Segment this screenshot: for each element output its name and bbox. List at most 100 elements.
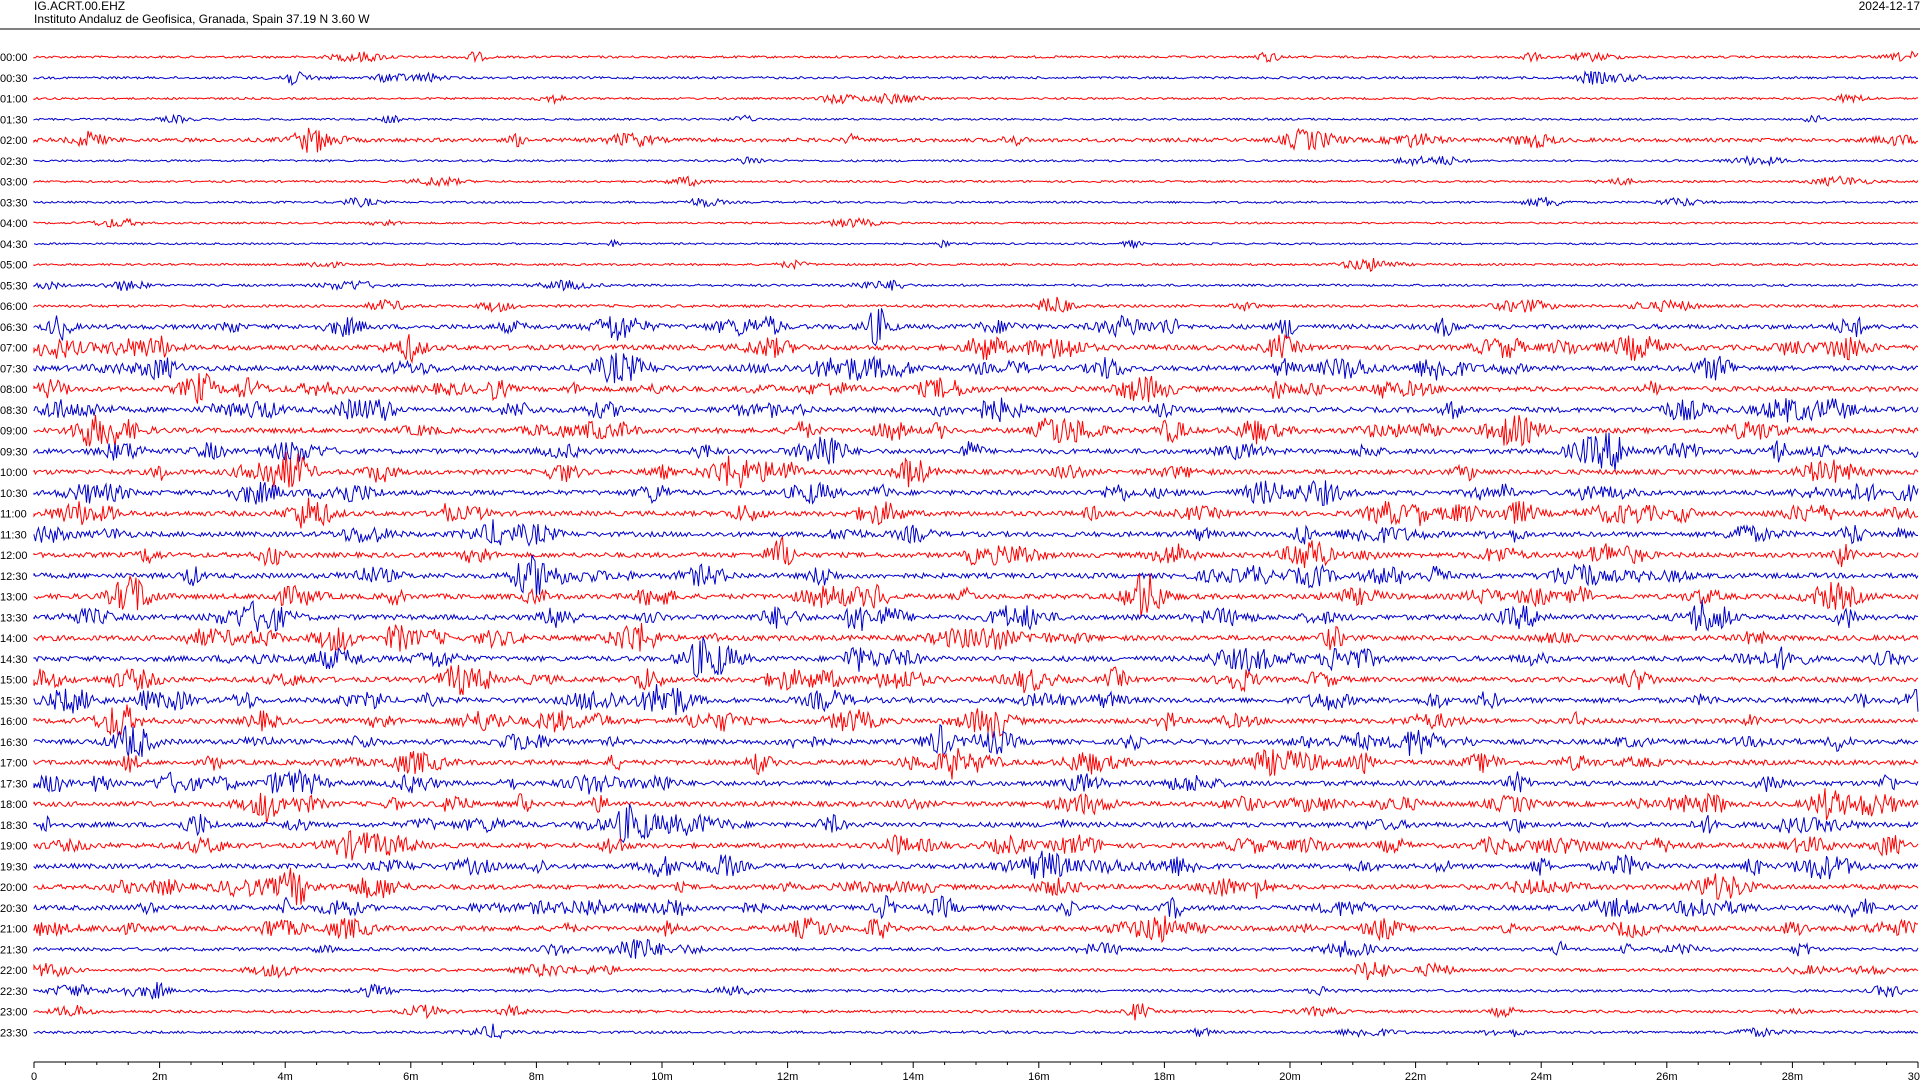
trace-time-label: 03:00 xyxy=(0,177,28,189)
x-tick-label: 28m xyxy=(1782,1071,1803,1080)
trace-group xyxy=(33,50,1919,1040)
trace-time-label: 18:30 xyxy=(0,820,28,832)
seismic-trace-1130 xyxy=(33,519,1919,547)
x-tick-label: 4m xyxy=(278,1071,293,1080)
trace-time-label: 08:30 xyxy=(0,405,28,417)
trace-time-label: 05:00 xyxy=(0,260,28,272)
seismic-trace-2300 xyxy=(33,1003,1919,1021)
trace-time-label: 21:30 xyxy=(0,944,28,956)
x-tick-label: 0 xyxy=(31,1071,37,1080)
seismic-trace-1630 xyxy=(33,723,1919,758)
x-tick-label: 18m xyxy=(1154,1071,1175,1080)
date-label: 2024-12-17 xyxy=(1858,0,1920,13)
trace-time-label: 17:00 xyxy=(0,758,28,770)
seismic-trace-2200 xyxy=(33,961,1919,981)
x-tick-label: 14m xyxy=(902,1071,923,1080)
trace-time-label: 23:00 xyxy=(0,1007,28,1019)
trace-time-label: 14:30 xyxy=(0,654,28,666)
trace-time-label: 11:30 xyxy=(0,529,27,541)
trace-time-label: 12:30 xyxy=(0,571,28,583)
trace-time-label: 15:00 xyxy=(0,675,28,687)
trace-time-label: 01:30 xyxy=(0,114,28,126)
seismic-trace-2030 xyxy=(33,894,1919,920)
seismic-trace-0400 xyxy=(33,217,1919,229)
trace-time-label: 14:00 xyxy=(0,633,28,645)
trace-time-label: 15:30 xyxy=(0,695,28,707)
seismic-trace-1030 xyxy=(33,480,1919,506)
trace-time-label: 00:00 xyxy=(0,52,28,64)
seismic-trace-0830 xyxy=(33,397,1919,423)
seismic-trace-1700 xyxy=(33,748,1919,780)
seismic-trace-1300 xyxy=(33,572,1919,618)
trace-time-label: 10:00 xyxy=(0,467,28,479)
trace-time-label: 09:30 xyxy=(0,446,28,458)
x-tick-label: 20m xyxy=(1279,1071,1300,1080)
trace-time-label: 06:00 xyxy=(0,301,28,313)
seismic-trace-0930 xyxy=(33,432,1919,472)
trace-time-label: 03:30 xyxy=(0,197,28,209)
trace-time-label: 22:30 xyxy=(0,986,28,998)
trace-time-label: 23:30 xyxy=(0,1027,28,1039)
seismic-trace-2230 xyxy=(33,981,1919,1000)
seismic-trace-0700 xyxy=(33,333,1919,365)
x-tick-label: 10m xyxy=(651,1071,672,1080)
seismic-trace-1900 xyxy=(33,830,1919,861)
seismic-trace-0200 xyxy=(33,127,1919,153)
seismic-trace-0600 xyxy=(33,296,1919,313)
seismic-trace-0130 xyxy=(33,113,1919,125)
seismic-trace-1200 xyxy=(33,536,1919,569)
trace-time-label: 07:00 xyxy=(0,343,28,355)
trace-time-label: 20:30 xyxy=(0,903,28,915)
trace-time-label: 00:30 xyxy=(0,73,28,85)
x-tick-label: 2m xyxy=(152,1071,167,1080)
seismic-trace-0500 xyxy=(33,258,1919,272)
x-tick-label: 8m xyxy=(529,1071,544,1080)
seismic-trace-1000 xyxy=(33,451,1919,489)
trace-time-label: 04:00 xyxy=(0,218,28,230)
x-axis: 0 2m 4m 6m 8m 10m 12m 14m 16m 18m 20m 22m 24m 26m 28m 3… xyxy=(31,1061,1920,1080)
station-id-label: IG.ACRT.00.EHZ xyxy=(34,0,126,13)
trace-time-label: 12:00 xyxy=(0,550,28,562)
trace-time-label: 06:30 xyxy=(0,322,28,334)
trace-time-label: 19:00 xyxy=(0,841,28,853)
seismic-trace-2330 xyxy=(33,1023,1919,1040)
seismic-trace-1400 xyxy=(33,622,1919,652)
x-tick-label: 22m xyxy=(1405,1071,1426,1080)
seismic-trace-2130 xyxy=(33,938,1919,959)
trace-time-label: 17:30 xyxy=(0,778,28,790)
seismic-trace-0030 xyxy=(33,70,1919,86)
seismic-trace-0730 xyxy=(33,352,1919,384)
trace-time-label: 04:30 xyxy=(0,239,28,251)
seismic-trace-0630 xyxy=(33,308,1919,347)
seismic-trace-0300 xyxy=(33,175,1919,188)
time-label-group: 00:00 00:30 01:00 01:30 02:00 02:30 03:00 03:30… xyxy=(0,52,28,1039)
trace-time-label: 02:30 xyxy=(0,156,28,168)
x-tick-label: 26m xyxy=(1656,1071,1677,1080)
seismic-trace-0000 xyxy=(33,50,1919,64)
seismic-trace-2100 xyxy=(33,915,1919,944)
x-tick-label: 12m xyxy=(777,1071,798,1080)
trace-time-label: 13:30 xyxy=(0,612,28,624)
institute-location-label: Instituto Andaluz de Geofisica, Granada,… xyxy=(34,12,370,26)
x-tick-label: 24m xyxy=(1530,1071,1551,1080)
trace-time-label: 18:00 xyxy=(0,799,28,811)
seismic-trace-1830 xyxy=(33,804,1919,843)
trace-time-label: 08:00 xyxy=(0,384,28,396)
seismic-trace-0530 xyxy=(33,279,1919,292)
trace-time-label: 21:00 xyxy=(0,924,28,936)
seismic-trace-1230 xyxy=(33,554,1919,597)
trace-time-label: 13:00 xyxy=(0,592,28,604)
trace-time-label: 22:00 xyxy=(0,965,28,977)
trace-time-label: 05:30 xyxy=(0,280,28,292)
seismic-trace-1330 xyxy=(33,599,1918,632)
x-tick-label: 6m xyxy=(403,1071,418,1080)
trace-time-label: 07:30 xyxy=(0,363,28,375)
seismic-trace-2000 xyxy=(33,867,1919,906)
seismic-trace-0330 xyxy=(33,196,1919,209)
trace-time-label: 20:00 xyxy=(0,882,28,894)
seismic-trace-0100 xyxy=(33,92,1918,106)
x-tick-label: 30 xyxy=(1908,1071,1920,1080)
seismic-trace-1800 xyxy=(33,788,1919,824)
seismic-trace-1930 xyxy=(33,850,1919,880)
